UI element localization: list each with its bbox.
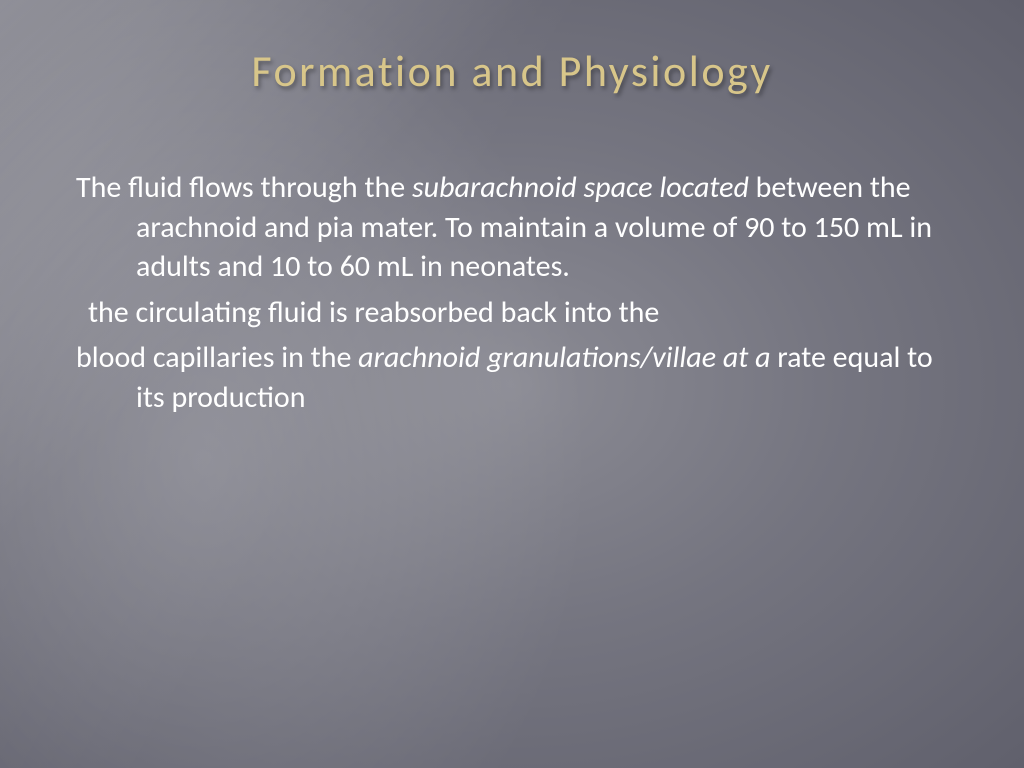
p1-text-italic: subarachnoid space located (412, 169, 749, 206)
slide-body: The fluid flows through the subarachnoid… (76, 168, 956, 424)
paragraph-3: blood capillaries in the arachnoid granu… (76, 338, 956, 417)
slide: Formation and Physiology The fluid flows… (0, 0, 1024, 768)
p3-text-a: blood capillaries in the (76, 339, 358, 376)
paragraph-2: the circulating fluid is reabsorbed back… (76, 293, 956, 333)
p3-text-italic: arachnoid granulations/villae at a (358, 339, 777, 376)
slide-title: Formation and Physiology (0, 44, 1024, 98)
paragraph-1: The fluid flows through the subarachnoid… (76, 168, 956, 287)
p1-text-a: The fluid flows through the (76, 169, 412, 206)
